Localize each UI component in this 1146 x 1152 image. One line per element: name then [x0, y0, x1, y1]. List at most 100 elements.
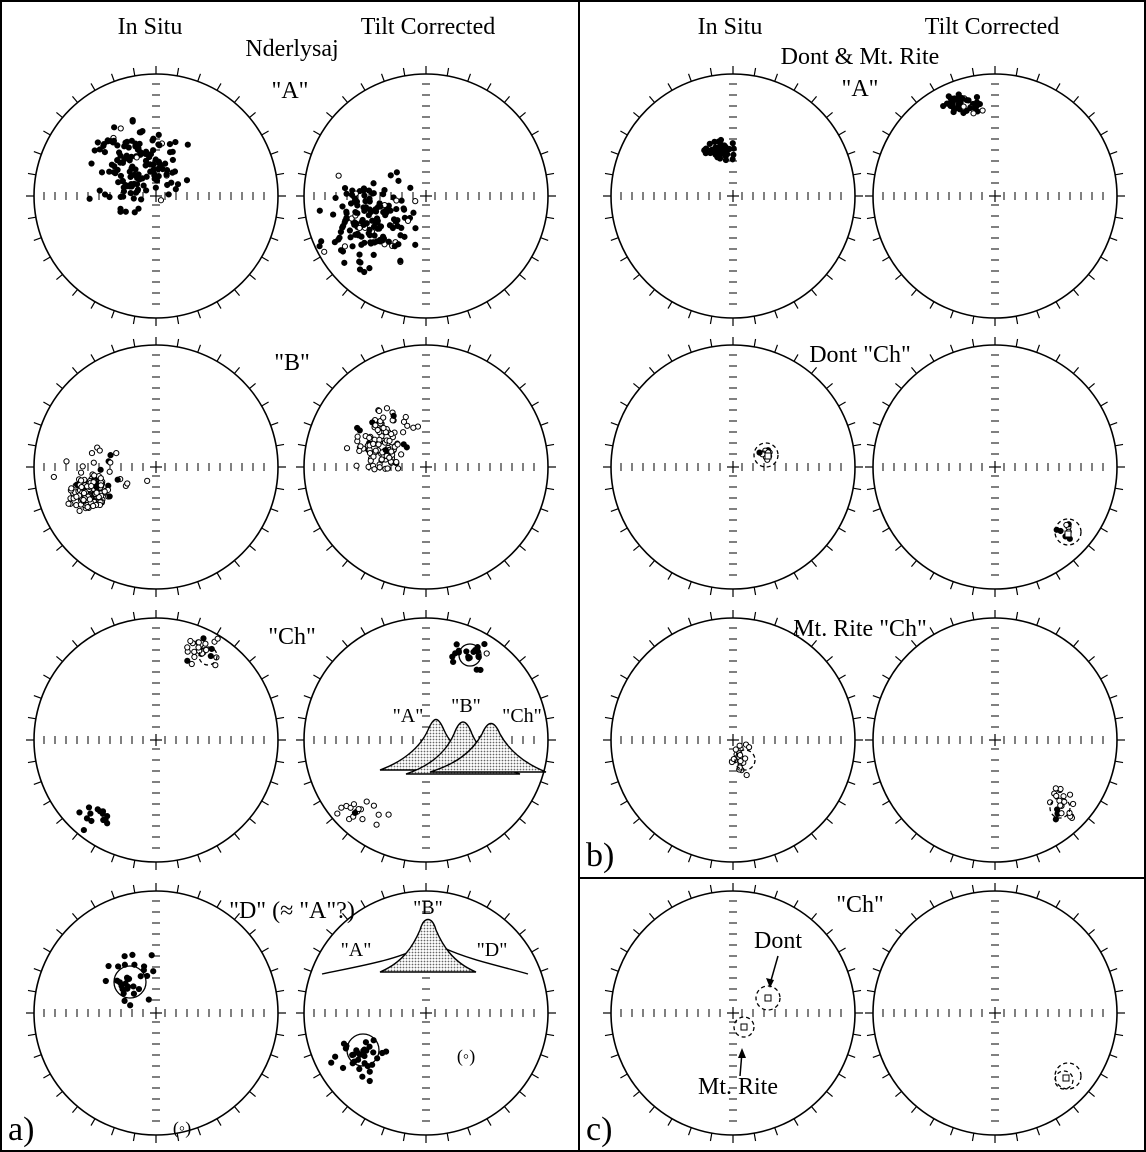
- direction-filled: [207, 652, 214, 660]
- direction-filled: [360, 1047, 367, 1054]
- direction-filled: [366, 226, 373, 233]
- scatter-d-insitu: [102, 951, 157, 1009]
- direction-filled: [98, 169, 106, 176]
- direction-filled: [359, 1073, 366, 1080]
- direction-filled: [129, 951, 136, 959]
- direction-filled: [330, 211, 337, 218]
- direction-filled: [362, 1039, 370, 1046]
- direction-open: [77, 477, 85, 484]
- scatter-ch-insitu-upper: [184, 635, 221, 669]
- panel-tag-a: a): [8, 1111, 34, 1148]
- direction-filled: [102, 977, 109, 985]
- direction-filled: [101, 149, 108, 156]
- direction-filled: [148, 952, 155, 959]
- direction-filled: [83, 815, 91, 822]
- direction-filled: [121, 953, 128, 960]
- direction-filled: [1057, 527, 1064, 535]
- direction-open: [347, 804, 354, 811]
- direction-filled: [340, 1040, 348, 1047]
- scatter-b-tilt: [343, 405, 422, 473]
- direction-open: [404, 422, 411, 429]
- scatter-a-tilt: [316, 169, 419, 276]
- direction-filled: [370, 251, 377, 259]
- mean-dont-ch-tilt: [1054, 518, 1082, 546]
- direction-open: [736, 752, 744, 759]
- direction-filled: [135, 985, 143, 993]
- direction-open: [388, 448, 395, 455]
- direction-open: [88, 449, 96, 457]
- mean-ch-insitu: [198, 646, 218, 666]
- label-dont: Dont: [754, 928, 802, 954]
- direction-filled: [94, 806, 101, 813]
- note-insitu-d: (◦): [173, 1118, 191, 1139]
- direction-filled: [717, 136, 725, 144]
- direction-open: [124, 480, 131, 487]
- direction-filled: [377, 203, 384, 210]
- direction-open: [375, 811, 382, 818]
- direction-filled: [171, 168, 179, 175]
- locality-title-dont-mt-rite: Dont & Mt. Rite: [781, 44, 940, 70]
- direction-filled: [719, 147, 726, 154]
- direction-open: [375, 441, 382, 448]
- direction-open: [84, 503, 91, 511]
- direction-filled: [115, 963, 122, 970]
- direction-filled: [159, 166, 166, 173]
- direction-open: [374, 426, 381, 434]
- direction-filled: [379, 237, 386, 244]
- direction-filled: [465, 655, 472, 662]
- direction-open: [133, 154, 140, 161]
- direction-open: [188, 660, 195, 668]
- direction-open: [736, 764, 743, 771]
- direction-filled: [332, 1053, 339, 1060]
- panel-tag-b: b): [586, 837, 614, 874]
- direction-filled: [332, 194, 339, 202]
- direction-open: [970, 110, 977, 117]
- direction-filled: [155, 131, 162, 138]
- direction-open: [90, 459, 97, 466]
- direction-open: [960, 103, 967, 110]
- direction-filled: [339, 1064, 347, 1072]
- direction-open: [68, 485, 75, 492]
- direction-open: [356, 447, 363, 455]
- direction-filled: [712, 151, 719, 158]
- direction-open: [388, 430, 395, 438]
- direction-open: [335, 172, 342, 179]
- mean-dont-ch-insitu-square: [764, 452, 772, 460]
- direction-open: [107, 459, 114, 466]
- direction-filled: [88, 817, 95, 825]
- direction-open: [367, 457, 374, 464]
- direction-open: [1061, 798, 1068, 805]
- direction-filled: [156, 160, 163, 167]
- direction-filled: [374, 219, 381, 226]
- direction-filled: [360, 185, 368, 192]
- direction-filled: [366, 265, 373, 272]
- direction-filled: [361, 1052, 368, 1060]
- row-label-c-ch: "Ch": [836, 892, 884, 918]
- direction-filled: [122, 980, 129, 987]
- net-dont-ch-insitu: [603, 337, 863, 597]
- row-label-b: "B": [274, 350, 310, 376]
- direction-filled: [128, 153, 135, 160]
- direction-filled: [87, 810, 94, 817]
- direction-filled: [165, 191, 172, 198]
- direction-open: [404, 217, 412, 224]
- direction-filled: [945, 93, 952, 100]
- mean-c-tilt-dont: [1054, 1062, 1082, 1090]
- header-tilt-corrected-a: Tilt Corrected: [361, 14, 495, 40]
- direction-open: [76, 507, 83, 514]
- direction-open: [386, 437, 393, 444]
- direction-filled: [97, 466, 104, 473]
- direction-open: [355, 805, 362, 813]
- direction-open: [1069, 800, 1077, 808]
- direction-filled: [145, 996, 152, 1003]
- direction-filled: [129, 163, 136, 170]
- inset-d-label-d: "D": [477, 939, 508, 961]
- direction-filled: [355, 1056, 362, 1063]
- direction-filled: [135, 171, 142, 178]
- net-b-a-tilt: [865, 66, 1125, 326]
- direction-open: [393, 197, 400, 204]
- direction-filled: [114, 476, 121, 483]
- direction-filled: [100, 142, 107, 150]
- direction-filled: [152, 156, 159, 163]
- direction-open: [91, 472, 98, 479]
